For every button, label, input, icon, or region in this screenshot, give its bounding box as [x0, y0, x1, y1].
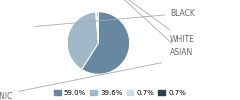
Wedge shape — [96, 12, 98, 43]
Text: WHITE: WHITE — [96, 0, 195, 44]
Text: ASIAN: ASIAN — [99, 0, 193, 57]
Wedge shape — [67, 12, 98, 69]
Wedge shape — [82, 12, 130, 74]
Wedge shape — [97, 12, 98, 43]
Legend: 59.0%, 39.6%, 0.7%, 0.7%: 59.0%, 39.6%, 0.7%, 0.7% — [54, 89, 186, 96]
Text: HISPANIC: HISPANIC — [0, 63, 162, 100]
Text: BLACK: BLACK — [35, 9, 195, 26]
